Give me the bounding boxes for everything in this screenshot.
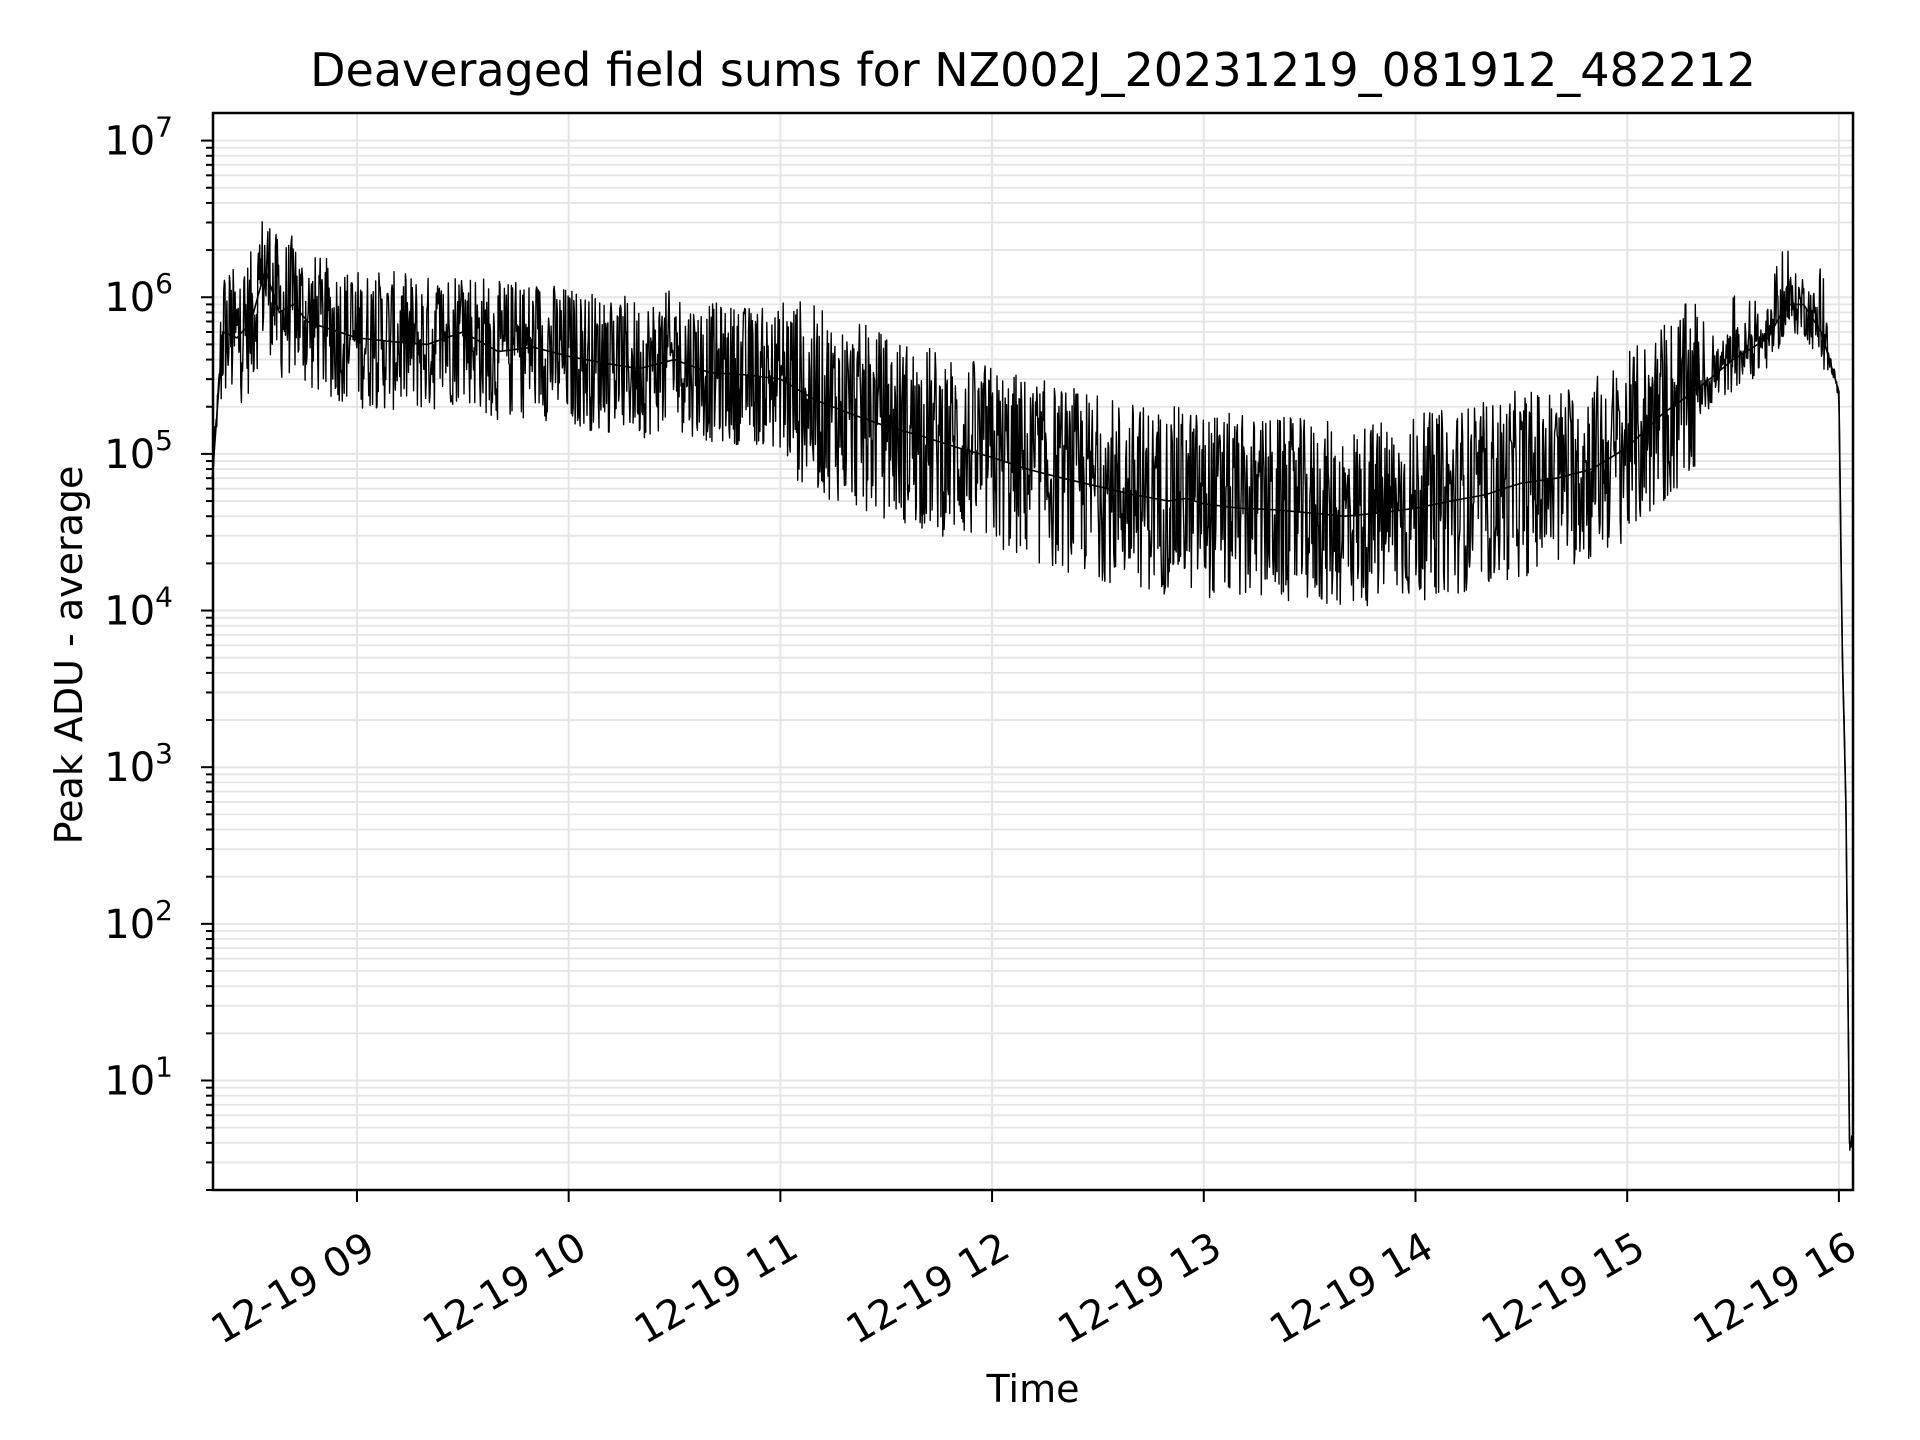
y-tick-exponent: 2 — [155, 894, 173, 927]
y-tick-label: 103 — [104, 737, 173, 791]
data-point — [1309, 512, 1311, 514]
y-tick-exponent: 4 — [155, 581, 173, 614]
data-point — [1167, 500, 1170, 502]
data-point — [885, 425, 887, 427]
y-tick-label: 107 — [104, 111, 173, 165]
data-point — [391, 341, 393, 343]
data-point — [338, 331, 340, 333]
chart-title: Deaveraged field sums for NZ002J_2023121… — [310, 43, 1756, 97]
data-point — [779, 378, 782, 380]
y-tick-label: 101 — [104, 1051, 173, 1105]
data-point — [1841, 657, 1843, 659]
data-point — [1185, 497, 1187, 499]
data-point — [1097, 485, 1099, 487]
data-point — [497, 351, 499, 353]
data-point — [1803, 303, 1805, 305]
data-point — [1520, 482, 1522, 484]
y-tick-base: 10 — [104, 1059, 155, 1105]
data-point — [426, 343, 429, 345]
y-tick-exponent: 5 — [155, 424, 173, 457]
data-point — [1450, 500, 1452, 502]
y-axis-label: Peak ADU - average — [47, 466, 91, 845]
data-point — [1845, 801, 1847, 803]
series-line-group — [211, 266, 1854, 1144]
data-point — [356, 337, 358, 339]
data-point — [1203, 503, 1205, 505]
data-point — [1132, 494, 1134, 496]
data-point — [1838, 391, 1840, 393]
y-tick-exponent: 3 — [155, 737, 173, 770]
y-tick-base: 10 — [104, 589, 155, 635]
data-point — [236, 337, 238, 339]
data-point — [991, 456, 993, 458]
plot-frame — [211, 111, 1855, 1192]
y-tick-exponent: 6 — [155, 267, 173, 300]
x-axis-label: Time — [986, 1367, 1080, 1411]
y-tick-base: 10 — [104, 119, 155, 165]
data-point — [1626, 446, 1628, 448]
data-point — [1785, 303, 1787, 305]
data-point — [321, 325, 323, 328]
data-point — [278, 311, 280, 313]
data-point — [1485, 494, 1487, 496]
data-point — [815, 399, 817, 401]
data-point — [462, 331, 464, 333]
data-point — [744, 374, 746, 376]
y-tick-label: 106 — [104, 267, 173, 321]
data-point — [1379, 512, 1381, 514]
y-tick-exponent: 1 — [155, 1051, 173, 1084]
data-point — [1820, 331, 1822, 333]
data-point — [709, 372, 711, 374]
y-tick-base: 10 — [104, 275, 155, 321]
data-point — [1062, 477, 1064, 479]
data-point — [673, 359, 676, 361]
series-noise-trace — [212, 221, 1854, 1151]
data-point — [850, 413, 852, 415]
y-tick-exponent: 7 — [155, 111, 173, 144]
y-tick-base: 10 — [104, 902, 155, 948]
y-tick-base: 10 — [104, 432, 155, 478]
grid — [213, 113, 1853, 1191]
data-point — [1344, 515, 1346, 517]
y-tick-label: 105 — [104, 424, 173, 478]
data-point — [1767, 337, 1769, 339]
y-tick-label: 102 — [104, 894, 173, 948]
data-point — [250, 320, 252, 323]
data-point — [1238, 507, 1240, 509]
data-point — [603, 362, 605, 364]
data-point — [1661, 413, 1664, 415]
data-point — [956, 446, 958, 448]
data-point — [1273, 509, 1275, 511]
y-tick-base: 10 — [104, 745, 155, 791]
y-tick-label: 104 — [104, 581, 173, 635]
data-point — [222, 331, 224, 333]
data-point — [638, 368, 640, 370]
data-point — [1848, 1142, 1851, 1144]
data-point — [1414, 507, 1417, 509]
data-point — [307, 320, 309, 323]
series-envelope — [212, 221, 1854, 1151]
data-point — [1591, 468, 1593, 470]
data-point — [1503, 488, 1505, 490]
data-point — [1697, 388, 1699, 390]
data-point — [264, 269, 266, 271]
data-point — [1556, 477, 1558, 479]
data-point — [568, 355, 570, 357]
data-point — [292, 303, 294, 305]
data-point — [1026, 468, 1028, 470]
data-point — [920, 435, 923, 437]
data-point — [1732, 359, 1734, 361]
data-point — [532, 346, 535, 348]
